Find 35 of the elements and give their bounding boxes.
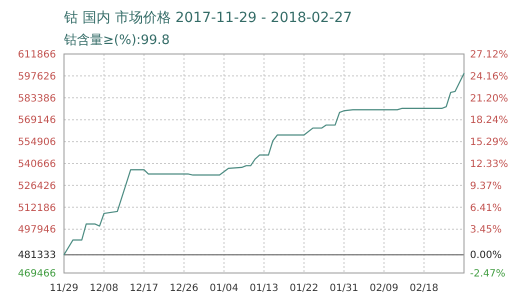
y2-tick-label: 27.12%: [470, 50, 508, 60]
x-tick-label: 01/22: [290, 283, 318, 294]
y-tick-label: 611866: [18, 50, 56, 60]
y-tick-label: 554906: [18, 137, 56, 148]
x-tick-label: 01/31: [330, 283, 358, 294]
chart-subtitle: 钴含量≥(%):99.8: [63, 33, 170, 48]
x-tick-label: 12/26: [170, 283, 198, 294]
y2-tick-label: 18.24%: [470, 115, 508, 126]
y-tick-label: 583386: [18, 93, 56, 104]
y2-tick-label: 21.20%: [470, 93, 508, 104]
y-tick-label: 512186: [18, 202, 56, 214]
y-tick-label: 497946: [18, 224, 56, 236]
y-tick-label: 481333: [18, 250, 56, 262]
y-tick-label: 569146: [18, 115, 56, 126]
x-tick-label: 01/13: [250, 283, 278, 294]
x-tick-label: 11/29: [50, 283, 78, 294]
y-tick-label: 597626: [18, 71, 56, 82]
y-tick-label: 540666: [18, 159, 56, 170]
x-tick-label: 01/04: [210, 283, 238, 294]
line-series: [63, 72, 465, 256]
y2-tick-label: 6.41%: [470, 202, 502, 214]
y-tick-label: 469466: [18, 268, 56, 280]
y2-tick-label: 24.16%: [470, 71, 508, 82]
y2-tick-label: 3.45%: [470, 224, 502, 236]
y2-tick-label: 9.37%: [470, 180, 502, 192]
y2-tick-label: 15.29%: [470, 137, 508, 148]
x-tick-label: 02/09: [370, 283, 398, 294]
y-tick-label: 526426: [18, 180, 56, 192]
y2-tick-label: 12.33%: [470, 158, 508, 170]
y2-tick-label: 0.00%: [470, 250, 502, 262]
y2-tick-label: -2.47%: [470, 268, 506, 280]
x-tick-label: 02/18: [410, 283, 438, 294]
chart-title: 钴 国内 市场价格 2017-11-29 - 2018-02-27: [63, 10, 352, 26]
x-tick-label: 12/17: [130, 283, 158, 294]
x-tick-label: 12/08: [90, 283, 118, 294]
